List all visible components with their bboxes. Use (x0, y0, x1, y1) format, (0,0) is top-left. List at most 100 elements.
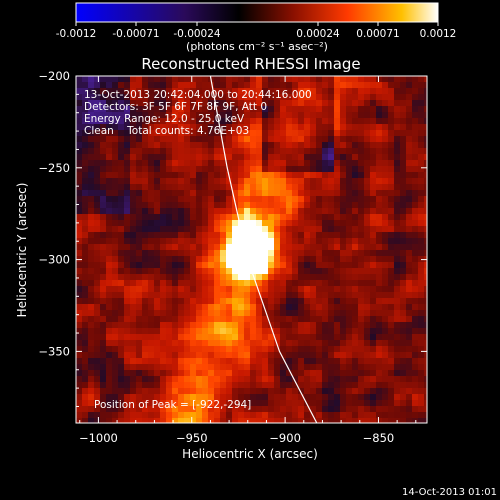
heatmap-pixel (136, 364, 142, 370)
heatmap-pixel (268, 400, 274, 406)
heatmap-pixel (274, 286, 280, 292)
heatmap-pixel (166, 304, 172, 310)
heatmap-pixel (142, 400, 148, 406)
heatmap-pixel (412, 328, 418, 334)
heatmap-pixel (106, 340, 112, 346)
heatmap-pixel (388, 106, 394, 112)
heatmap-pixel (412, 148, 418, 154)
heatmap-pixel (358, 166, 364, 172)
heatmap-pixel (400, 94, 406, 100)
heatmap-pixel (322, 238, 328, 244)
heatmap-pixel (280, 400, 286, 406)
heatmap-pixel (418, 376, 424, 382)
heatmap-pixel (118, 388, 124, 394)
heatmap-pixel (166, 148, 172, 154)
heatmap-pixel (208, 88, 214, 94)
heatmap-pixel (76, 370, 82, 376)
heatmap-pixel (184, 88, 190, 94)
heatmap-pixel (184, 238, 190, 244)
heatmap-pixel (166, 280, 172, 286)
heatmap-pixel (238, 166, 244, 172)
heatmap-pixel (118, 406, 124, 412)
heatmap-pixel (148, 280, 154, 286)
heatmap-pixel (136, 280, 142, 286)
heatmap-pixel (232, 250, 238, 256)
heatmap-pixel (112, 418, 118, 423)
heatmap-pixel (124, 94, 130, 100)
heatmap-pixel (220, 208, 226, 214)
heatmap-pixel (142, 370, 148, 376)
heatmap-pixel (88, 142, 94, 148)
heatmap-pixel (268, 130, 274, 136)
heatmap-pixel (316, 130, 322, 136)
heatmap-pixel (280, 172, 286, 178)
heatmap-pixel (238, 82, 244, 88)
heatmap-pixel (208, 220, 214, 226)
heatmap-pixel (394, 154, 400, 160)
heatmap-pixel (352, 310, 358, 316)
heatmap-pixel (160, 208, 166, 214)
heatmap-pixel (232, 340, 238, 346)
heatmap-pixel (346, 322, 352, 328)
heatmap-pixel (304, 220, 310, 226)
heatmap-pixel (370, 214, 376, 220)
heatmap-pixel (250, 358, 256, 364)
heatmap-pixel (376, 340, 382, 346)
heatmap-pixel (142, 328, 148, 334)
heatmap-pixel (286, 142, 292, 148)
heatmap-pixel (304, 346, 310, 352)
heatmap-pixel (382, 124, 388, 130)
heatmap-pixel (406, 406, 412, 412)
heatmap-pixel (418, 232, 424, 238)
heatmap-pixel (316, 124, 322, 130)
heatmap-pixel (382, 136, 388, 142)
heatmap-pixel (190, 154, 196, 160)
heatmap-pixel (232, 124, 238, 130)
heatmap-pixel (160, 82, 166, 88)
heatmap-pixel (88, 172, 94, 178)
heatmap-pixel (400, 358, 406, 364)
heatmap-pixel (220, 226, 226, 232)
heatmap-pixel (232, 334, 238, 340)
heatmap-pixel (160, 112, 166, 118)
footer-timestamp: 14-Oct-2013 01:01 (402, 487, 497, 498)
heatmap-pixel (112, 154, 118, 160)
heatmap-pixel (388, 280, 394, 286)
heatmap-pixel (142, 388, 148, 394)
heatmap-pixel (418, 130, 424, 136)
heatmap-pixel (274, 190, 280, 196)
heatmap-pixel (76, 418, 82, 423)
heatmap-pixel (340, 250, 346, 256)
heatmap-pixel (226, 208, 232, 214)
heatmap-pixel (286, 400, 292, 406)
heatmap-pixel (208, 274, 214, 280)
heatmap-pixel (94, 166, 100, 172)
heatmap-pixel (220, 310, 226, 316)
heatmap-pixel (292, 310, 298, 316)
heatmap-pixel (256, 172, 262, 178)
heatmap-pixel (364, 76, 370, 82)
heatmap-pixel (250, 292, 256, 298)
heatmap-pixel (268, 142, 274, 148)
heatmap-pixel (370, 154, 376, 160)
heatmap-pixel (190, 160, 196, 166)
heatmap-pixel (400, 292, 406, 298)
heatmap-pixel (154, 292, 160, 298)
heatmap-pixel (400, 88, 406, 94)
heatmap-pixel (244, 304, 250, 310)
heatmap-pixel (130, 280, 136, 286)
heatmap-pixel (220, 400, 226, 406)
heatmap-pixel (352, 418, 358, 423)
heatmap-pixel (388, 376, 394, 382)
heatmap-pixel (160, 334, 166, 340)
heatmap-pixel (220, 418, 226, 423)
heatmap-pixel (256, 118, 262, 124)
heatmap-pixel (82, 238, 88, 244)
heatmap-pixel (280, 124, 286, 130)
heatmap-pixel (316, 298, 322, 304)
heatmap-pixel (244, 418, 250, 423)
heatmap-pixel (76, 166, 82, 172)
heatmap-pixel (304, 382, 310, 388)
heatmap-pixel (268, 94, 274, 100)
heatmap-pixel (184, 94, 190, 100)
